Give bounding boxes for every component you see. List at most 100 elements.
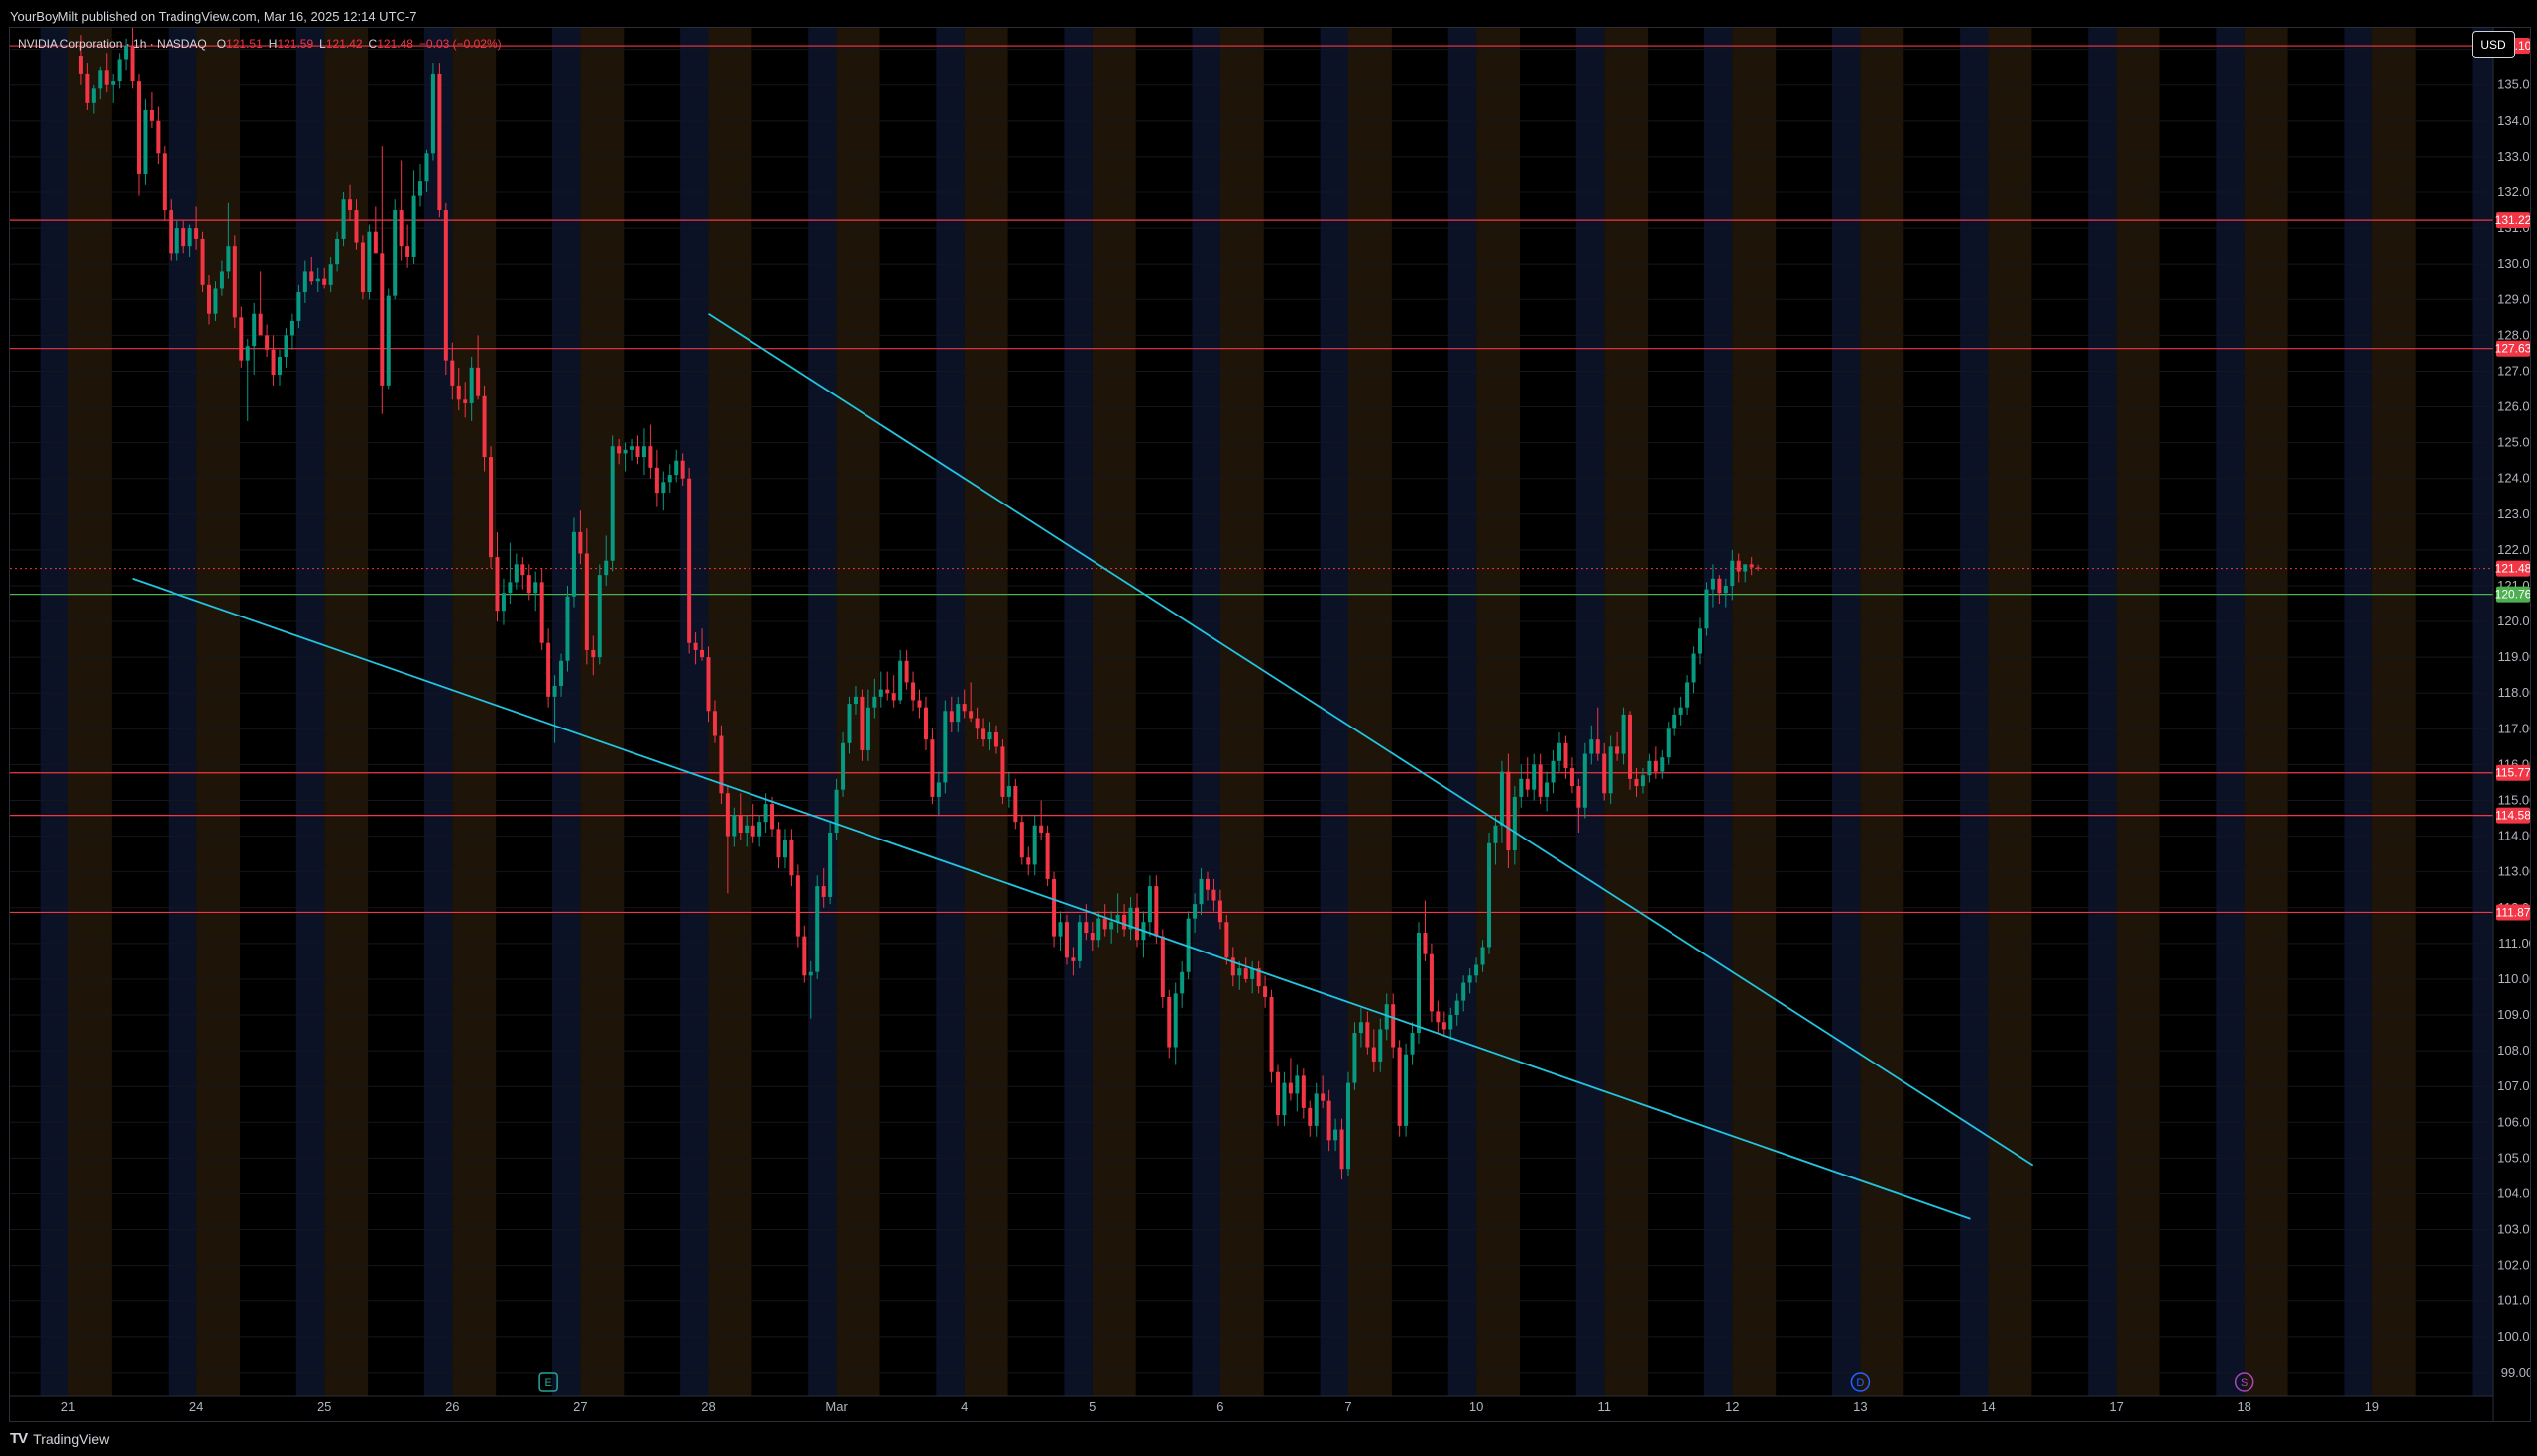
candle-body: [533, 582, 538, 594]
candle: [393, 199, 398, 300]
tradingview-brand[interactable]: TV TradingView: [10, 1430, 109, 1447]
symbol-title[interactable]: NVIDIA Corporation · 1h · NASDAQ: [18, 37, 207, 51]
candle-body: [450, 360, 455, 386]
candle-body: [424, 153, 429, 182]
candle-body: [930, 739, 935, 797]
candle: [1519, 764, 1524, 808]
price-tick-label: 100.00: [2497, 1329, 2531, 1344]
candle-body: [411, 195, 416, 257]
candle: [156, 106, 161, 165]
candle: [1250, 960, 1255, 994]
candle: [98, 66, 103, 100]
candle: [78, 35, 83, 85]
candle-body: [802, 936, 807, 976]
candle-body: [1417, 933, 1422, 1034]
candle: [1371, 1029, 1376, 1072]
candle: [1333, 1118, 1338, 1152]
chart-area[interactable]: E D S 99.00 100.00 101.00 102.00 103.00 104.00 1…: [9, 27, 2531, 1422]
candle-body: [289, 320, 294, 336]
candle-body: [865, 707, 870, 750]
candle: [1019, 814, 1024, 865]
candle-body: [1339, 1129, 1344, 1170]
candle: [693, 631, 698, 665]
candle: [104, 53, 109, 92]
afterhours-band: [2344, 28, 2372, 1396]
candle-body: [252, 313, 257, 347]
candle: [219, 260, 224, 296]
candle-body: [1026, 857, 1031, 865]
candle: [1589, 725, 1594, 765]
candle-body: [1032, 825, 1037, 865]
candle-body: [302, 271, 307, 293]
candle-body: [117, 59, 122, 82]
candle: [885, 671, 890, 701]
candle-body: [1545, 782, 1550, 797]
candle-body: [1096, 918, 1101, 941]
candle-body: [993, 731, 998, 747]
price-tick-label: 135.00: [2497, 77, 2531, 92]
candle-body: [1019, 822, 1024, 858]
candle: [476, 335, 481, 400]
candle-body: [265, 335, 270, 350]
afterhours-band: [2216, 28, 2245, 1396]
candle: [828, 822, 833, 905]
candle: [1211, 878, 1216, 912]
candle: [1545, 771, 1550, 812]
candle: [514, 553, 519, 590]
candle: [322, 267, 327, 289]
candle: [489, 446, 494, 568]
candle: [1352, 1022, 1357, 1090]
candle-body: [469, 367, 474, 403]
currency-button[interactable]: USD: [2472, 31, 2515, 58]
candle: [1077, 914, 1082, 969]
candle: [1397, 1040, 1402, 1137]
candle-body: [815, 886, 820, 972]
candle-body: [745, 825, 750, 833]
afterhours-band: [295, 28, 325, 1396]
price-chart[interactable]: E D S 99.00 100.00 101.00 102.00 103.00 104.00 1…: [10, 28, 2531, 1422]
candle-body: [623, 449, 628, 454]
price-tick-label: 130.00: [2497, 256, 2531, 271]
candle-body: [1704, 589, 1709, 629]
candle-body: [674, 460, 679, 476]
session-bands: [40, 28, 2500, 1396]
candle-body: [418, 181, 423, 196]
split-icon: [2234, 1372, 2254, 1392]
candle-body: [1193, 904, 1198, 919]
price-tick-label: 124.00: [2497, 471, 2531, 486]
candle: [776, 822, 781, 869]
candle-body: [630, 446, 634, 450]
candle: [987, 722, 992, 750]
candle-body: [1352, 1033, 1357, 1083]
candle-body: [1282, 1082, 1287, 1116]
candle: [1134, 893, 1139, 948]
candle: [898, 649, 903, 705]
candle-body: [738, 814, 743, 833]
candle: [533, 571, 538, 612]
candle: [1448, 1007, 1453, 1041]
candle-body: [309, 271, 314, 282]
low-label: L: [319, 37, 326, 51]
candle: [546, 628, 551, 708]
candle: [943, 700, 948, 794]
candle-body: [1532, 764, 1537, 790]
candle: [571, 517, 576, 608]
candle: [1423, 900, 1428, 961]
price-tick-label: 123.00: [2497, 506, 2531, 521]
candle-body: [687, 478, 692, 643]
candle-body: [149, 110, 154, 121]
candle: [1595, 707, 1600, 761]
candle: [706, 646, 711, 723]
candle: [335, 231, 340, 272]
candle: [1006, 771, 1011, 808]
candle-body: [156, 120, 161, 154]
candle-body: [1743, 564, 1748, 572]
price-tag-121.48: 121.48: [2495, 560, 2530, 577]
candle: [1512, 786, 1517, 865]
candle-body: [962, 704, 967, 712]
candle: [597, 564, 602, 665]
high-value: 121.59: [277, 37, 314, 51]
candle: [1404, 1043, 1409, 1137]
candle: [770, 796, 775, 837]
candle-body: [1384, 1004, 1389, 1030]
